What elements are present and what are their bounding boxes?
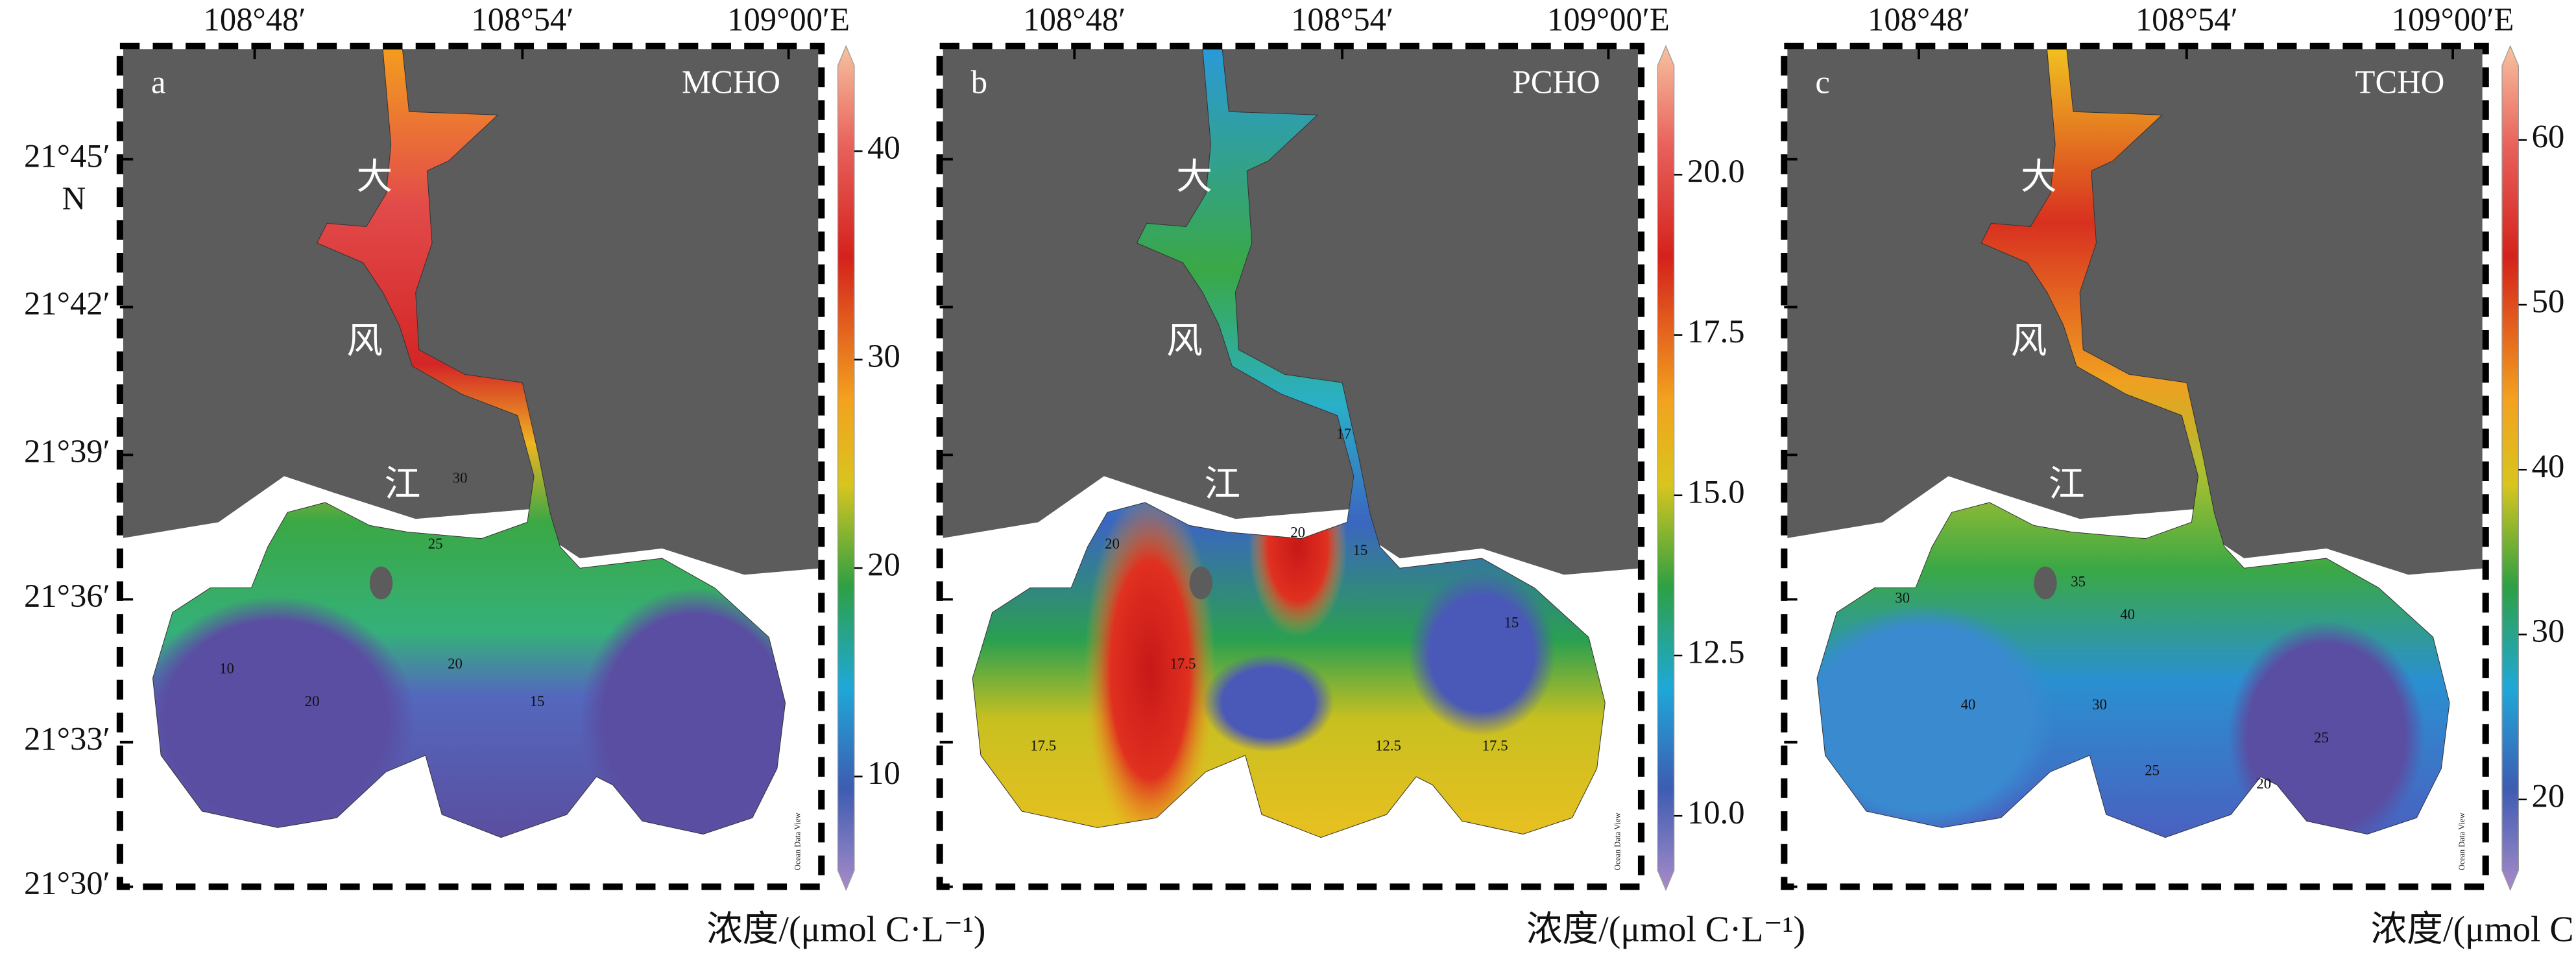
place-label: 风 [1166,322,1203,362]
place-label: 风 [346,322,383,362]
watermark: Ocean Data View [793,812,802,870]
watermark: Ocean Data View [2457,812,2466,870]
lon-label: 108°48′ [1868,1,1970,38]
colorbar-tick-label: 15.0 [1687,473,1745,510]
lon-label: 108°48′ [204,1,306,38]
lon-label: 108°54′ [2136,1,2238,38]
lon-label: 108°48′ [1023,1,1125,38]
island [1189,566,1213,600]
island [369,566,393,600]
contour-label: 17.5 [1030,738,1056,754]
colorbar-tick-label: 40 [867,130,900,166]
field-patch [1202,653,1334,752]
contour-label: 35 [2071,573,2086,589]
contour-label: 20 [448,656,463,672]
coast [972,49,1606,838]
map-panel: 108°48′ 108°54′ 109°00′E 大风江 17 20 20 15 17.5 17.… [936,1,1805,949]
place-label: 风 [2011,322,2047,362]
lat-label: 21°45′ [24,137,110,174]
lat-label: 21°42′ [24,285,110,322]
lat-hemisphere: N [62,180,86,217]
contour-label: 17.5 [1482,738,1508,754]
place-label: 江 [2049,464,2085,504]
field-patch [1084,489,1216,838]
frame [936,42,1645,890]
frame [1781,42,2489,890]
lat-label: 21°39′ [24,433,110,469]
panel-letter: a [151,64,165,100]
contour-label: 15 [530,693,545,709]
field-patch [1408,571,1556,736]
colorbar [2501,45,2519,892]
colorbar-tick-label: 10 [867,755,900,791]
colorbar-tick-label: 40 [2532,448,2565,484]
lat-label: 21°33′ [24,720,110,757]
map-panel: 108°48′ 108°54′ 109°00′E 大风江 35 40 30 40 30 25 20 2… [1781,1,2576,949]
lon-label: 109°00′E [1547,1,1670,38]
contour-label: 10 [219,661,234,677]
place-label: 江 [1204,464,1240,504]
panel-letter: c [1815,64,1829,100]
contour-label: 20 [305,693,320,709]
lon-label: 109°00′E [2392,1,2514,38]
contour-label: 17 [1336,425,1351,442]
place-label: 大 [1176,157,1212,197]
contour-label: 30 [2092,696,2107,713]
field-patch [152,596,416,838]
coast [1816,49,2450,838]
colorbar-tick-label: 30 [867,338,900,374]
contour-label: 25 [2314,729,2329,746]
place-label: 大 [357,157,393,197]
coast [152,49,786,838]
colorbar-label: 浓度/(μmol C·L⁻¹) [2371,909,2576,949]
variable-name: TCHO [2355,64,2445,100]
variable-name: PCHO [1513,64,1600,100]
colorbar-tick-label: 20 [867,547,900,583]
place-label: 大 [2021,157,2057,197]
lon-label: 109°00′E [727,1,850,38]
colorbar-tick-label: 20 [2532,778,2565,814]
contour-label: 12.5 [1375,738,1401,754]
lat-label: 21°36′ [24,578,110,614]
contour-label: 40 [2120,606,2135,622]
colorbar-label: 浓度/(μmol C·L⁻¹) [706,909,985,949]
watermark: Ocean Data View [1613,812,1622,870]
colorbar-tick-label: 30 [2532,613,2565,649]
panel-letter: b [971,64,987,100]
contour-label: 20 [1290,524,1305,540]
variable-name: MCHO [682,64,780,100]
colorbar-tick-label: 12.5 [1687,634,1745,670]
place-label: 江 [385,464,421,504]
field-patch [1816,604,2056,835]
contour-label: 20 [2256,775,2271,792]
colorbar-tick-label: 50 [2532,283,2565,320]
colorbar-tick-label: 10.0 [1687,794,1745,831]
map-panel: 108°48′ 108°54′ 109°00′E 21°45′ 21°42′ 21°39′… [24,1,985,949]
frame [116,42,825,890]
field-detail [152,587,786,838]
lon-label: 108°54′ [471,1,573,38]
contour-label: 40 [1961,696,1976,713]
contour-label: 25 [2145,763,2160,779]
contour-label: 20 [1105,536,1120,552]
island [2034,566,2057,600]
contour-label: 15 [1353,542,1368,558]
colorbar-tick-label: 17.5 [1687,313,1745,349]
contour-label: 30 [1895,590,1910,606]
contour-label: 25 [428,536,443,552]
lon-label: 108°54′ [1291,1,1393,38]
colorbar-tick-label: 20.0 [1687,153,1745,189]
colorbar [1657,45,1675,892]
colorbar-label: 浓度/(μmol C·L⁻¹) [1526,909,1805,949]
field-patch [579,587,786,838]
colorbar-tick-label: 60 [2532,118,2565,154]
contour-label: 30 [453,470,468,486]
lat-label: 21°30′ [24,865,110,901]
contour-label: 15 [1504,615,1519,631]
colorbar [837,45,855,892]
contour-label: 17.5 [1170,656,1196,672]
